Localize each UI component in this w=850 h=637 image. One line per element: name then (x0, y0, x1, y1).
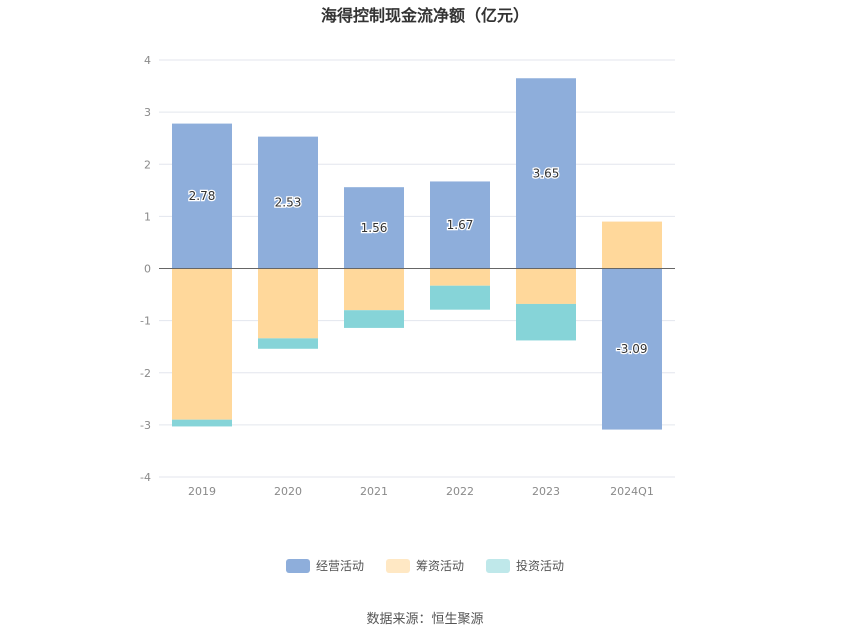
data-label: 2.78 (189, 189, 216, 203)
data-source: 数据来源：恒生聚源 (366, 612, 484, 627)
y-tick-label: 4 (144, 54, 151, 67)
legend-swatch-financing (385, 558, 410, 573)
data-label: 2.53 (275, 196, 302, 210)
x-tick-label: 2021 (360, 485, 388, 498)
x-tick-label: 2024Q1 (610, 485, 654, 498)
bar-financing[interactable] (172, 268, 232, 420)
data-label: -3.09 (616, 342, 647, 356)
x-tick-label: 2019 (188, 485, 216, 498)
axis-layer: -4 -3 -2 -1 0 1 2 3 4 2019 2020 2021 2022 2023 2024Q1 (140, 54, 654, 498)
bar-operating[interactable] (172, 123, 232, 269)
legend: 经营活动 筹资活动 投资活动 (0, 557, 850, 574)
bar-financing[interactable] (344, 268, 404, 311)
bar-operating[interactable] (258, 136, 318, 269)
legend-swatch-operating (285, 558, 310, 573)
data-label: 1.56 (361, 221, 388, 235)
chart-title: 海得控制现金流净额（亿元） (320, 6, 529, 25)
legend-label-investing: 投资活动 (516, 559, 565, 573)
grid-layer (159, 59, 675, 478)
bar-financing[interactable] (516, 268, 576, 304)
legend-item-investing[interactable]: 投资活动 (486, 557, 564, 574)
y-tick-label: 3 (144, 106, 151, 119)
y-tick-label: 0 (144, 263, 151, 276)
bar-layer (172, 78, 662, 430)
x-tick-label: 2023 (532, 485, 560, 498)
legend-swatch-investing (486, 558, 510, 573)
bar-operating[interactable] (344, 187, 404, 269)
x-tick-label: 2020 (274, 485, 302, 498)
data-label: 3.65 (533, 166, 560, 180)
y-tick-label: -4 (140, 471, 151, 484)
y-tick-label: 2 (144, 158, 151, 171)
legend-item-financing[interactable]: 筹资活动 (385, 557, 464, 574)
bar-financing[interactable] (258, 268, 318, 339)
legend-item-operating[interactable]: 经营活动 (285, 557, 364, 574)
legend-label-financing: 筹资活动 (415, 559, 464, 573)
bar-investing[interactable] (430, 285, 490, 310)
x-tick-label: 2022 (446, 485, 474, 498)
y-tick-label: -1 (140, 315, 151, 328)
label-layer: 2.78 2.53 1.56 1.67 3.65 -3.09 (187, 165, 648, 357)
y-tick-label: -2 (140, 367, 151, 380)
bar-operating[interactable] (602, 268, 662, 430)
y-tick-label: 1 (144, 210, 151, 223)
y-tick-label: -3 (140, 419, 151, 432)
bar-investing[interactable] (516, 303, 576, 341)
bar-financing[interactable] (430, 268, 490, 286)
bar-financing[interactable] (602, 221, 662, 269)
data-label: 1.67 (447, 218, 474, 232)
bar-operating[interactable] (516, 78, 576, 269)
legend-label-operating: 经营活动 (315, 559, 364, 573)
bar-investing[interactable] (344, 310, 404, 328)
bar-investing[interactable] (172, 419, 232, 427)
bar-investing[interactable] (258, 338, 318, 349)
bar-operating[interactable] (430, 181, 490, 269)
